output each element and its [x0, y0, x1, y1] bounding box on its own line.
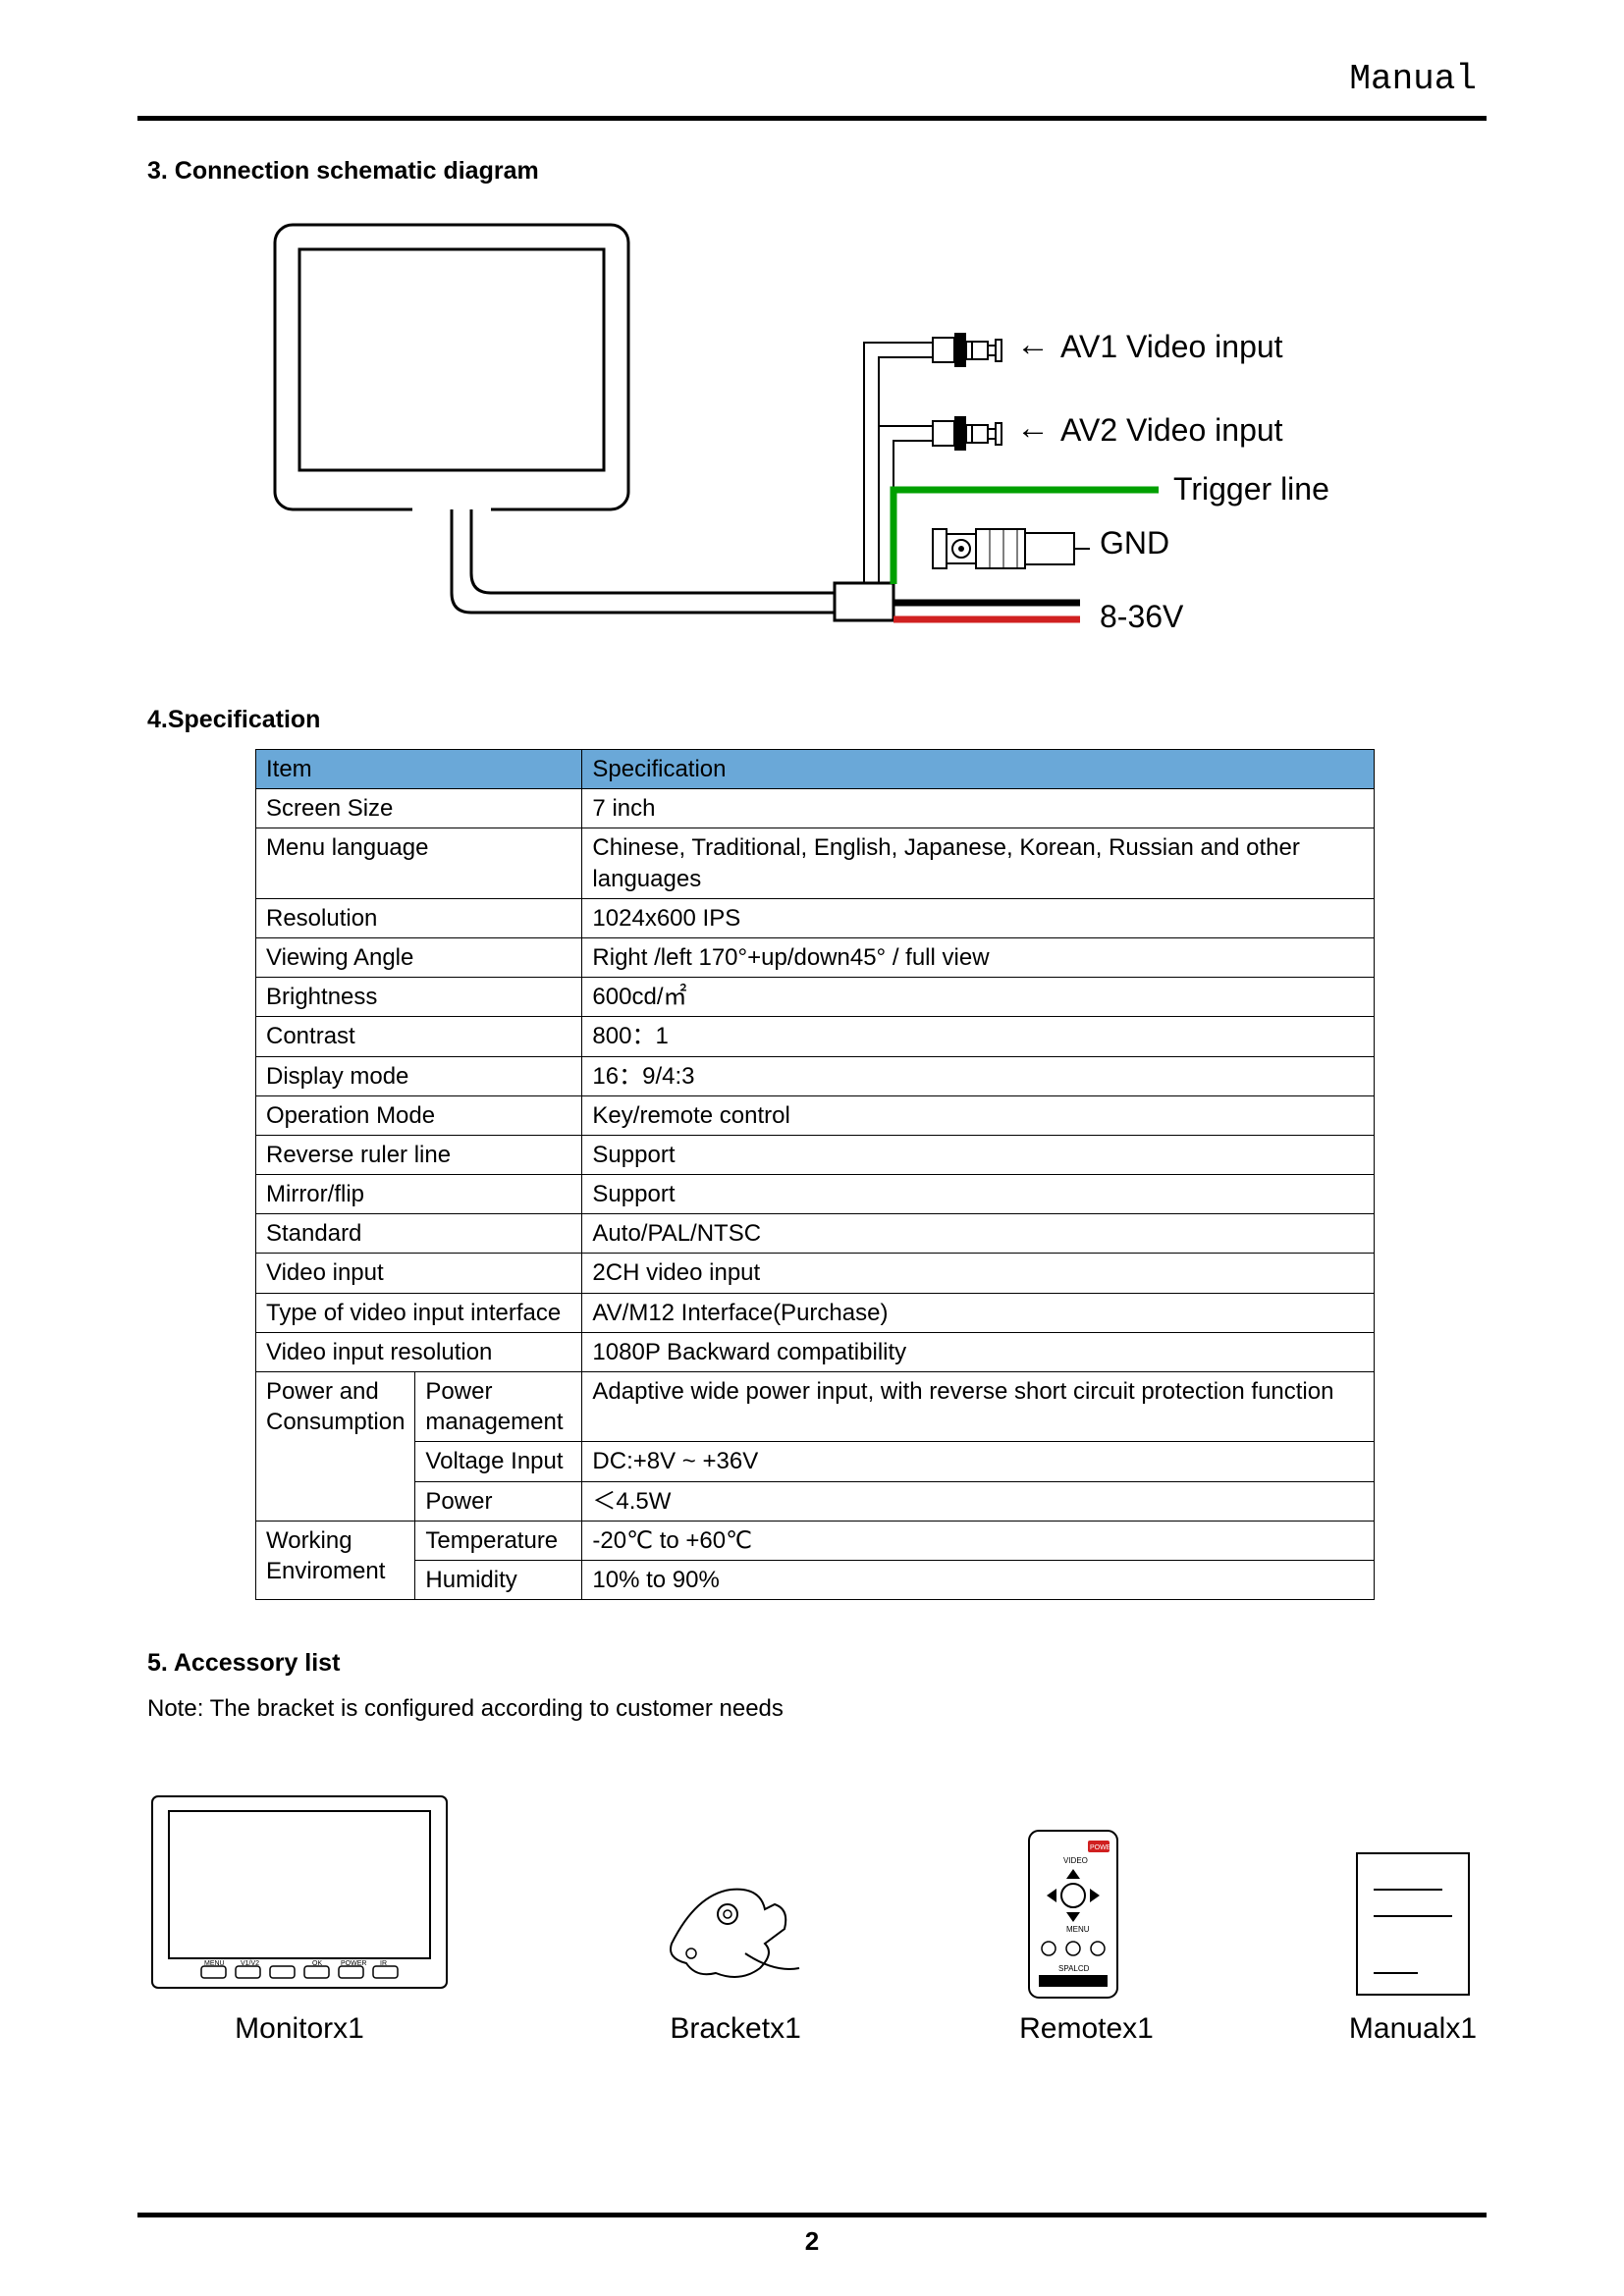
svg-text:←: ← [1016, 409, 1050, 447]
section-4-title: 4.Specification [147, 706, 1477, 734]
th-item: Item [256, 750, 582, 789]
accessory-monitor-label: Monitorx1 [147, 2012, 452, 2046]
accessory-bracket: Bracketx1 [647, 1855, 824, 2046]
svg-text:←: ← [1016, 326, 1050, 363]
section-5-title: 5. Accessory list [147, 1649, 1477, 1678]
trigger-label: Trigger line [1173, 471, 1329, 507]
gnd-label: GND [1100, 525, 1169, 561]
svg-text:MENU: MENU [204, 1960, 225, 1967]
remote-icon: POWER VIDEO MENU SPALCD [1019, 1826, 1127, 2002]
av1-label: AV1 Video input [1060, 329, 1283, 364]
accessory-bracket-label: Bracketx1 [647, 2012, 824, 2046]
accessory-remote-label: Remotex1 [1019, 2012, 1154, 2046]
header-rule [137, 116, 1487, 121]
manual-icon [1349, 1845, 1477, 2002]
power-label: 8-36V [1100, 599, 1184, 634]
svg-text:POWER: POWER [1090, 1844, 1115, 1851]
section-3-title: 3. Connection schematic diagram [147, 157, 1477, 186]
svg-text:IR: IR [380, 1960, 387, 1967]
specification-table: Item Specification Screen Size7 inch Men… [255, 749, 1375, 1600]
header-title: Manual [1349, 59, 1477, 99]
svg-text:OK: OK [312, 1960, 322, 1967]
monitor-icon: MENU V1/V2 OK POWER IR [147, 1791, 452, 2002]
accessory-list: MENU V1/V2 OK POWER IR Monitorx1 Bracket… [147, 1791, 1477, 2046]
av2-label: AV2 Video input [1060, 412, 1283, 448]
svg-text:V1/V2: V1/V2 [241, 1960, 259, 1967]
svg-text:SPALCD: SPALCD [1058, 1964, 1090, 1973]
svg-text:POWER: POWER [341, 1960, 366, 1967]
accessory-note: Note: The bracket is configured accordin… [147, 1695, 1477, 1723]
accessory-monitor: MENU V1/V2 OK POWER IR Monitorx1 [147, 1791, 452, 2046]
page-number: 2 [0, 2226, 1624, 2257]
accessory-manual-label: Manualx1 [1349, 2012, 1477, 2046]
accessory-remote: POWER VIDEO MENU SPALCD Remotex1 [1019, 1826, 1154, 2046]
svg-text:MENU: MENU [1066, 1925, 1090, 1934]
th-spec: Specification [582, 750, 1375, 789]
footer-rule [137, 2213, 1487, 2217]
connection-diagram: ← AV1 Video input ← AV2 Video input Trig… [245, 215, 1575, 676]
accessory-manual: Manualx1 [1349, 1845, 1477, 2046]
bracket-icon [647, 1855, 824, 2002]
svg-text:VIDEO: VIDEO [1063, 1856, 1088, 1865]
